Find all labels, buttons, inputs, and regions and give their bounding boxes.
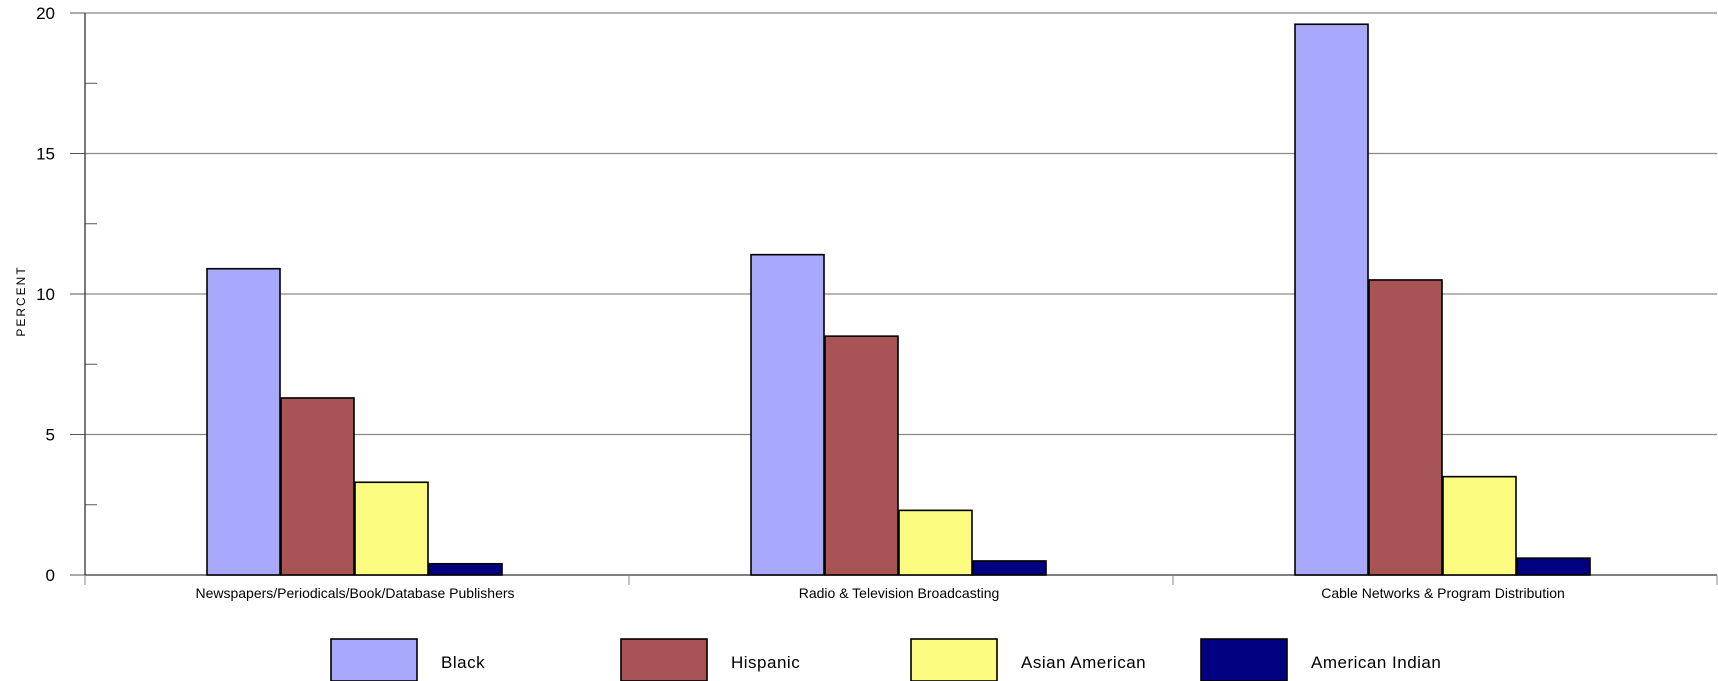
- legend-item: Hispanic: [620, 638, 800, 681]
- legend-item: Black: [330, 638, 485, 681]
- y-tick-label: 15: [36, 145, 55, 164]
- legend-swatch: [330, 638, 418, 681]
- y-tick-label: 20: [36, 4, 55, 23]
- bar: [428, 562, 503, 576]
- legend-label: Asian American: [1021, 653, 1146, 672]
- bar: [898, 509, 973, 576]
- legend-label: Hispanic: [731, 653, 800, 672]
- legend-swatch: [620, 638, 708, 681]
- y-tick-label: 5: [46, 426, 55, 445]
- bars: [206, 23, 1591, 576]
- legend-item: Asian American: [910, 638, 1146, 681]
- legend-swatch: [910, 638, 998, 681]
- y-axis-label: PERCENT: [14, 265, 28, 336]
- x-tick-label: Radio & Television Broadcasting: [799, 585, 1000, 601]
- legend-label: Black: [441, 653, 485, 672]
- bar: [280, 397, 355, 576]
- category-labels: Newspapers/Periodicals/Book/Database Pub…: [195, 585, 1564, 601]
- gridlines: [85, 12, 1717, 436]
- bar: [972, 560, 1047, 576]
- y-tick-label: 0: [46, 566, 55, 585]
- legend-swatch: [1200, 638, 1288, 681]
- bar: [1516, 557, 1591, 576]
- x-tick-label: Newspapers/Periodicals/Book/Database Pub…: [195, 585, 514, 601]
- bar: [354, 481, 429, 576]
- bar: [750, 253, 825, 576]
- bar: [1442, 475, 1517, 576]
- bar: [824, 335, 899, 576]
- y-tick-label: 10: [36, 285, 55, 304]
- bar: [1368, 279, 1443, 576]
- legend: Black Hispanic Asian American American Indi…: [330, 638, 1441, 681]
- legend-item: American Indian: [1200, 638, 1441, 681]
- legend-label: American Indian: [1311, 653, 1441, 672]
- bar: [1294, 23, 1369, 576]
- bar: [206, 267, 281, 576]
- x-tick-label: Cable Networks & Program Distribution: [1321, 585, 1565, 601]
